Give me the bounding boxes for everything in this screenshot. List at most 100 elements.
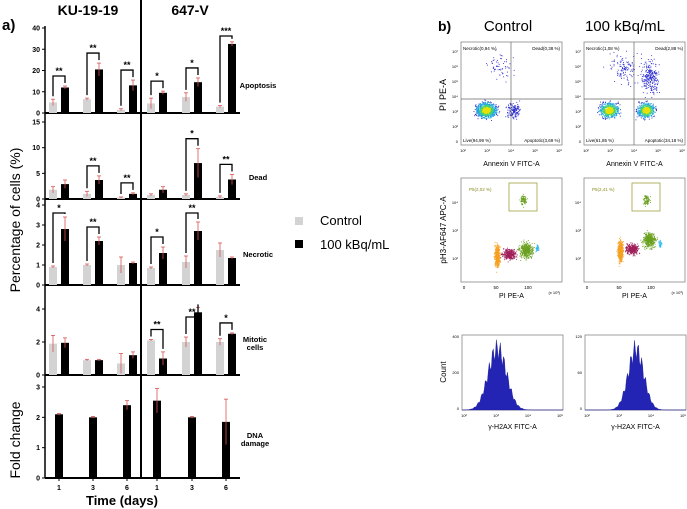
event-dot bbox=[493, 109, 495, 111]
event-dot bbox=[482, 107, 484, 109]
event-dot bbox=[508, 250, 510, 252]
y-tick-label: 5 bbox=[36, 171, 40, 178]
event-dot bbox=[506, 254, 507, 256]
event-dot bbox=[616, 106, 618, 108]
event-dot bbox=[530, 250, 531, 252]
event-dot bbox=[622, 59, 624, 61]
event-dot bbox=[648, 110, 650, 112]
event-dot bbox=[491, 61, 493, 63]
event-dot bbox=[646, 112, 648, 114]
event-dot bbox=[489, 113, 491, 115]
event-dot bbox=[644, 104, 646, 106]
event-dot bbox=[658, 71, 660, 73]
event-dot bbox=[619, 64, 621, 66]
event-dot bbox=[536, 247, 538, 249]
event-dot bbox=[646, 116, 648, 117]
event-dot bbox=[497, 257, 499, 259]
event-dot bbox=[496, 265, 498, 267]
event-dot bbox=[621, 58, 623, 60]
event-dot bbox=[646, 87, 648, 89]
event-dot bbox=[514, 115, 516, 117]
event-dot bbox=[620, 60, 622, 62]
event-dot bbox=[484, 108, 486, 110]
event-dot bbox=[531, 253, 533, 255]
event-dot bbox=[495, 247, 497, 249]
event-dot bbox=[482, 106, 484, 108]
event-dot bbox=[487, 115, 489, 117]
event-dot bbox=[498, 112, 500, 114]
event-dot bbox=[522, 246, 524, 248]
event-dot bbox=[505, 252, 507, 253]
event-dot bbox=[622, 251, 624, 253]
event-dot bbox=[610, 109, 612, 111]
event-dot bbox=[615, 113, 617, 114]
event-dot bbox=[637, 107, 639, 109]
event-dot bbox=[614, 114, 615, 116]
event-dot bbox=[516, 118, 518, 120]
event-dot bbox=[488, 108, 490, 110]
event-dot bbox=[648, 85, 650, 87]
event-dot bbox=[496, 264, 498, 266]
event-dot bbox=[641, 105, 643, 107]
event-dot bbox=[508, 249, 510, 251]
event-dot bbox=[507, 248, 509, 250]
event-dot bbox=[510, 257, 512, 259]
event-dot bbox=[537, 249, 539, 251]
event-dot bbox=[495, 109, 497, 111]
event-dot bbox=[641, 111, 643, 112]
event-dot bbox=[493, 108, 495, 110]
event-dot bbox=[523, 193, 524, 195]
event-dot bbox=[608, 115, 610, 117]
event-dot bbox=[650, 114, 652, 116]
event-dot bbox=[523, 241, 525, 243]
x-tick-label: 6 bbox=[224, 485, 228, 492]
event-dot bbox=[481, 112, 483, 114]
event-dot bbox=[484, 103, 486, 105]
event-dot bbox=[523, 244, 525, 246]
event-dot bbox=[485, 111, 487, 113]
event-dot bbox=[527, 250, 529, 252]
event-dot bbox=[641, 75, 643, 77]
significance-bracket bbox=[120, 182, 134, 194]
event-dot bbox=[514, 257, 515, 259]
event-dot bbox=[617, 108, 619, 110]
event-dot bbox=[631, 61, 633, 63]
event-dot bbox=[479, 111, 481, 113]
event-dot bbox=[492, 68, 494, 69]
event-dot bbox=[484, 108, 486, 110]
event-dot bbox=[493, 110, 495, 112]
event-dot bbox=[487, 104, 489, 106]
event-dot bbox=[498, 253, 500, 255]
significance-bracket bbox=[185, 212, 199, 253]
event-dot bbox=[613, 109, 615, 111]
event-dot bbox=[649, 106, 651, 108]
event-dot bbox=[641, 69, 643, 71]
event-dot bbox=[497, 255, 499, 257]
event-dot bbox=[495, 257, 497, 259]
event-dot bbox=[603, 111, 605, 113]
event-dot bbox=[597, 107, 599, 108]
event-dot bbox=[647, 76, 649, 78]
event-dot bbox=[509, 251, 511, 253]
event-dot bbox=[515, 255, 517, 257]
event-dot bbox=[601, 113, 603, 114]
x-tick-label: 3 bbox=[190, 485, 194, 492]
event-dot bbox=[647, 104, 649, 106]
significance-marker: ** bbox=[89, 43, 97, 53]
significance-marker: ** bbox=[188, 307, 196, 317]
event-dot bbox=[616, 108, 618, 110]
event-dot bbox=[480, 103, 482, 105]
event-dot bbox=[625, 50, 627, 52]
event-dot bbox=[495, 251, 497, 253]
event-dot bbox=[618, 107, 620, 109]
event-dot bbox=[505, 81, 507, 83]
event-dot bbox=[491, 105, 493, 107]
event-dot bbox=[619, 60, 621, 62]
event-dot bbox=[492, 114, 493, 116]
event-dot bbox=[625, 67, 627, 69]
event-dot bbox=[528, 246, 530, 248]
event-dot bbox=[478, 110, 480, 111]
event-dot bbox=[629, 74, 631, 75]
event-dot bbox=[478, 115, 480, 117]
event-dot bbox=[491, 71, 493, 73]
